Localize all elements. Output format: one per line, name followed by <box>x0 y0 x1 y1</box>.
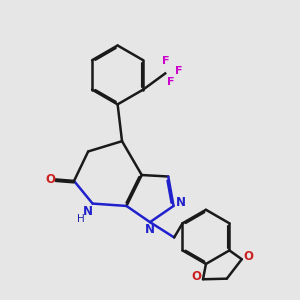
Text: H: H <box>77 214 85 224</box>
Text: F: F <box>175 65 182 76</box>
Text: F: F <box>167 77 175 87</box>
Text: N: N <box>83 205 93 218</box>
Text: N: N <box>144 223 154 236</box>
Text: O: O <box>45 173 55 186</box>
Text: N: N <box>176 196 186 209</box>
Text: O: O <box>191 270 201 284</box>
Text: F: F <box>162 56 169 66</box>
Text: O: O <box>244 250 254 263</box>
